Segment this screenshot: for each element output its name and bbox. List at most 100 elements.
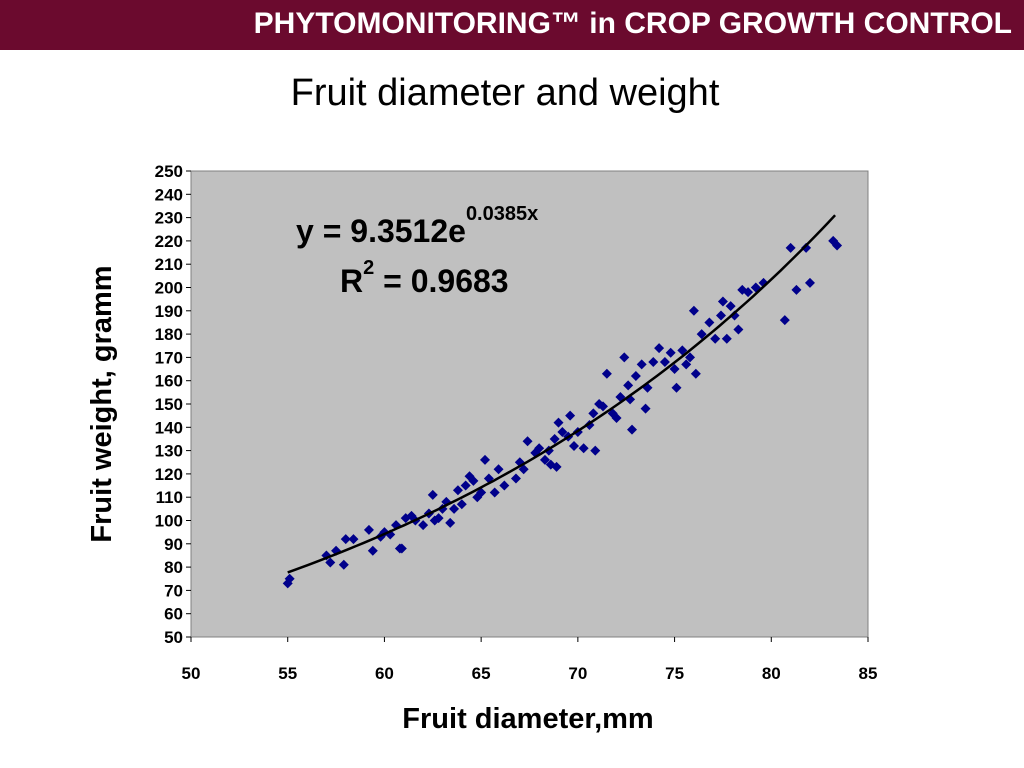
data-point [640,403,651,414]
data-point [696,329,707,340]
trendline [287,214,837,574]
data-point [801,242,812,253]
y-tick-label: 110 [156,488,183,507]
y-tick-label: 140 [155,418,183,437]
y-tick-label: 100 [155,512,183,531]
data-point [468,475,479,486]
data-point [598,401,609,412]
y-tick-label: 160 [155,372,183,391]
y-tick-label: 60 [164,605,183,624]
y-tick-label: 240 [155,185,183,204]
data-point [452,485,463,496]
x-tick-label: 75 [665,664,684,683]
data-point [671,382,682,393]
data-point [363,524,374,535]
y-axis-ticks: 50 60 70 80 90 100 110 120 130 140 150 160 170 180 190… [155,162,191,647]
data-point [623,380,634,391]
data-point [534,443,545,454]
y-tick-label: 250 [155,162,183,181]
data-point [619,352,630,363]
data-point [565,410,576,421]
data-point [611,412,622,423]
x-axis-ticks: 50 55 60 65 70 75 80 85 [182,637,878,683]
plot-area [190,170,869,638]
data-point [733,324,744,335]
data-point [493,464,504,475]
data-point [449,503,460,514]
data-point [590,445,601,456]
data-point [648,357,659,368]
data-point [636,359,647,370]
y-tick-label: 230 [155,209,183,228]
data-point [627,424,638,435]
trendline-equation: y = 9.3512e0.0385x [296,203,538,249]
data-point [669,364,680,375]
y-tick-label: 190 [155,302,183,321]
data-point [433,513,444,524]
x-tick-label: 50 [182,664,201,683]
data-point [710,333,721,344]
data-point [681,359,692,370]
data-point [659,357,670,368]
data-point [690,368,701,379]
x-tick-label: 70 [568,664,587,683]
data-point [791,284,802,295]
x-tick-label: 80 [762,664,781,683]
data-point [456,499,467,510]
y-tick-label: 80 [164,558,183,577]
y-tick-label: 130 [155,442,183,461]
data-point [685,352,696,363]
data-point [743,287,754,298]
data-point [832,240,843,251]
slide-title: Fruit diameter and weight [290,72,720,114]
y-tick-label: 120 [155,465,183,484]
data-point [549,433,560,444]
data-point [427,489,438,500]
y-tick-label: 180 [155,325,183,344]
data-point [325,557,336,568]
y-tick-label: 220 [155,232,183,251]
data-point [367,545,378,556]
r2-value: = 0.9683 [374,263,508,299]
data-points [282,235,843,589]
data-point [557,426,568,437]
y-tick-label: 150 [155,395,183,414]
x-axis-title: Fruit diameter,mm [402,703,653,735]
data-point [715,310,726,321]
data-point [284,573,295,584]
data-point [688,305,699,316]
r2-label: R [340,263,363,299]
data-point [489,487,500,498]
y-tick-label: 50 [164,628,183,647]
data-point [717,296,728,307]
header-banner: PHYTOMONITORING™ in CROP GROWTH CONTROL [0,0,1024,50]
data-point [480,454,491,465]
x-tick-label: 85 [859,664,878,683]
data-point [630,371,641,382]
y-tick-label: 90 [164,535,183,554]
data-point [804,277,815,288]
data-point [396,543,407,554]
r-squared: R2 = 0.9683 [340,257,509,299]
data-point [510,473,521,484]
y-axis-title: Fruit weight, gramm [86,265,118,542]
data-point [704,317,715,328]
data-point [721,333,732,344]
data-point [665,347,676,358]
y-tick-label: 200 [155,279,183,298]
data-point [539,454,550,465]
data-point [340,534,351,545]
data-point [460,480,471,491]
x-tick-label: 60 [375,664,394,683]
equation-main: y = 9.3512e [296,213,466,249]
y-tick-label: 170 [155,348,183,367]
data-point [348,534,359,545]
data-point [601,368,612,379]
data-point [654,343,665,354]
data-point [553,417,564,428]
r2-superscript: 2 [363,257,374,279]
data-point [785,242,796,253]
data-point [578,443,589,454]
y-tick-label: 70 [164,581,183,600]
